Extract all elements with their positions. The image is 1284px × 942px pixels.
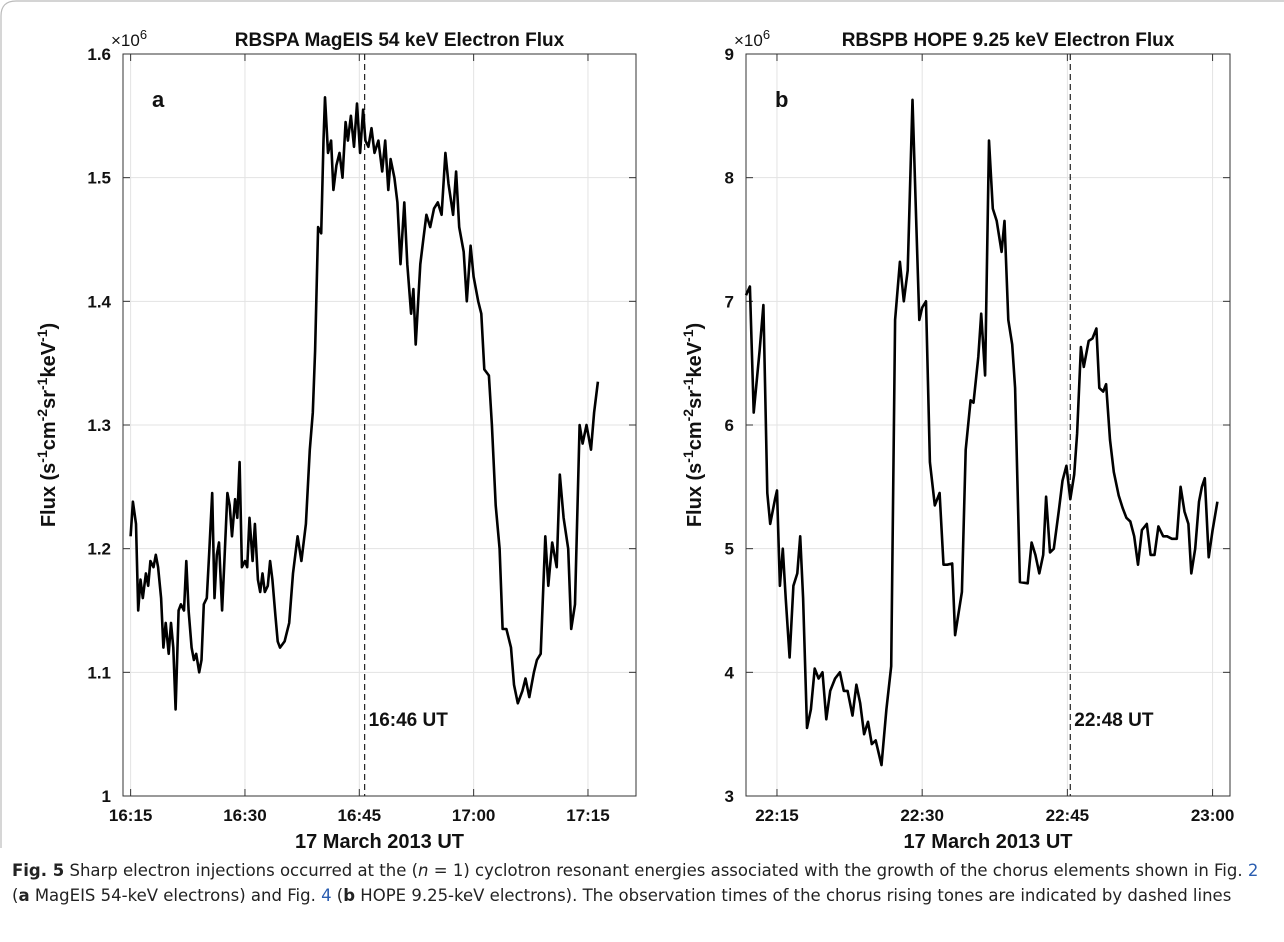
caption-bold: b: [343, 886, 356, 905]
y-axis-label: Flux (s-1cm-2sr-1keV-1): [34, 323, 60, 527]
y-label-sup: -1: [680, 377, 696, 390]
x-tick-label: 17:15: [566, 806, 609, 825]
marker-label: 22:48 UT: [1074, 710, 1154, 731]
marker-label: 16:46 UT: [369, 710, 449, 731]
y-label-sup: -2: [680, 409, 696, 422]
panel-label: b: [775, 87, 788, 112]
y-label-sup: -2: [34, 409, 50, 422]
caption: Fig. 5 Sharp electron injections occurre…: [12, 858, 1274, 908]
y-label-text: ): [684, 323, 706, 330]
y-tick-label: 1.2: [87, 540, 111, 559]
chart-title: RBSPB HOPE 9.25 keV Electron Flux: [842, 30, 1175, 51]
multiplier-base: ×10: [734, 31, 763, 50]
y-label-text: Flux (s: [38, 463, 60, 527]
y-tick-label: 5: [725, 540, 734, 559]
caption-plain: = 1) cyclotron resonant energies associa…: [428, 861, 1248, 880]
y-tick-label: 9: [725, 45, 734, 64]
x-tick-label: 22:30: [900, 806, 943, 825]
y-multiplier: ×106: [734, 27, 770, 50]
axes-box: [122, 53, 637, 797]
y-label-text: sr: [38, 390, 60, 409]
frame: [0, 0, 1284, 848]
y-label-text: Flux (s: [684, 463, 706, 527]
y-tick-label: 1.3: [87, 416, 111, 435]
y-tick-label: 1.1: [87, 663, 111, 682]
y-label-sup: -1: [34, 450, 50, 463]
multiplier-exponent: 6: [140, 27, 147, 42]
y-tick-label: 7: [725, 292, 734, 311]
x-axis-label: 17 March 2013 UT: [295, 831, 464, 850]
y-tick-label: 3: [725, 787, 734, 806]
figure: 1 1.1 1.2 1.3 1.4 1.5 1.6 16:15 16:30 16:45 17:00 1…: [0, 0, 1284, 850]
x-tick-label: 16:30: [223, 806, 266, 825]
panel: 1 1.1 1.2 1.3 1.4 1.5 1.6 16:15 16:30 16:45 17:00 1…: [34, 27, 637, 850]
y-label-sup: -1: [680, 450, 696, 463]
y-multiplier: ×106: [111, 27, 147, 50]
caption-link[interactable]: 2: [1247, 861, 1259, 880]
x-tick-label: 22:45: [1046, 806, 1089, 825]
y-label-text: keV: [38, 341, 60, 377]
panel-label: a: [152, 87, 165, 112]
chart-title: RBSPA MagEIS 54 keV Electron Flux: [235, 30, 565, 51]
y-tick-label: 8: [725, 169, 734, 188]
y-tick-label: 1: [102, 787, 111, 806]
multiplier-exponent: 6: [763, 27, 770, 42]
caption-link[interactable]: 4: [321, 886, 332, 905]
y-label-text: sr: [684, 390, 706, 409]
axes-box: [745, 53, 1231, 797]
y-label-sup: -1: [34, 377, 50, 390]
caption-plain: (: [331, 886, 344, 905]
y-tick-label: 1.5: [87, 169, 111, 188]
panel: 3 4 5 6 7 8 9 22:15 22:30 22:45 23:00 22:48 UT RBSPB…: [680, 27, 1234, 850]
x-tick-label: 16:15: [109, 806, 152, 825]
caption-bold: a: [18, 886, 30, 905]
x-tick-label: 17:00: [452, 806, 495, 825]
data-line: [744, 98, 1219, 767]
caption-bold: Fig. 5: [12, 861, 65, 880]
x-axis-label: 17 March 2013 UT: [904, 831, 1073, 850]
y-tick-label: 6: [725, 416, 734, 435]
x-tick-label: 23:00: [1191, 806, 1234, 825]
y-tick-label: 1.4: [87, 292, 111, 311]
y-label-text: cm: [38, 421, 60, 450]
x-tick-label: 16:45: [338, 806, 381, 825]
data-line: [129, 96, 600, 711]
y-label-sup: -1: [34, 329, 50, 342]
caption-plain: HOPE 9.25-keV electrons). The observatio…: [355, 886, 1232, 905]
multiplier-base: ×10: [111, 31, 140, 50]
y-label-text: ): [38, 323, 60, 330]
y-label-text: keV: [684, 341, 706, 377]
y-axis-label: Flux (s-1cm-2sr-1keV-1): [680, 323, 706, 527]
x-tick-label: 22:15: [755, 806, 798, 825]
caption-italic: n: [418, 861, 429, 880]
y-label-sup: -1: [680, 329, 696, 342]
caption-plain: Sharp electron injections occurred at th…: [64, 861, 419, 880]
caption-plain: (: [12, 886, 19, 905]
y-tick-label: 4: [725, 663, 735, 682]
caption-plain: MagEIS 54-keV electrons) and Fig.: [29, 886, 322, 905]
y-label-text: cm: [684, 421, 706, 450]
y-tick-label: 1.6: [87, 45, 111, 64]
